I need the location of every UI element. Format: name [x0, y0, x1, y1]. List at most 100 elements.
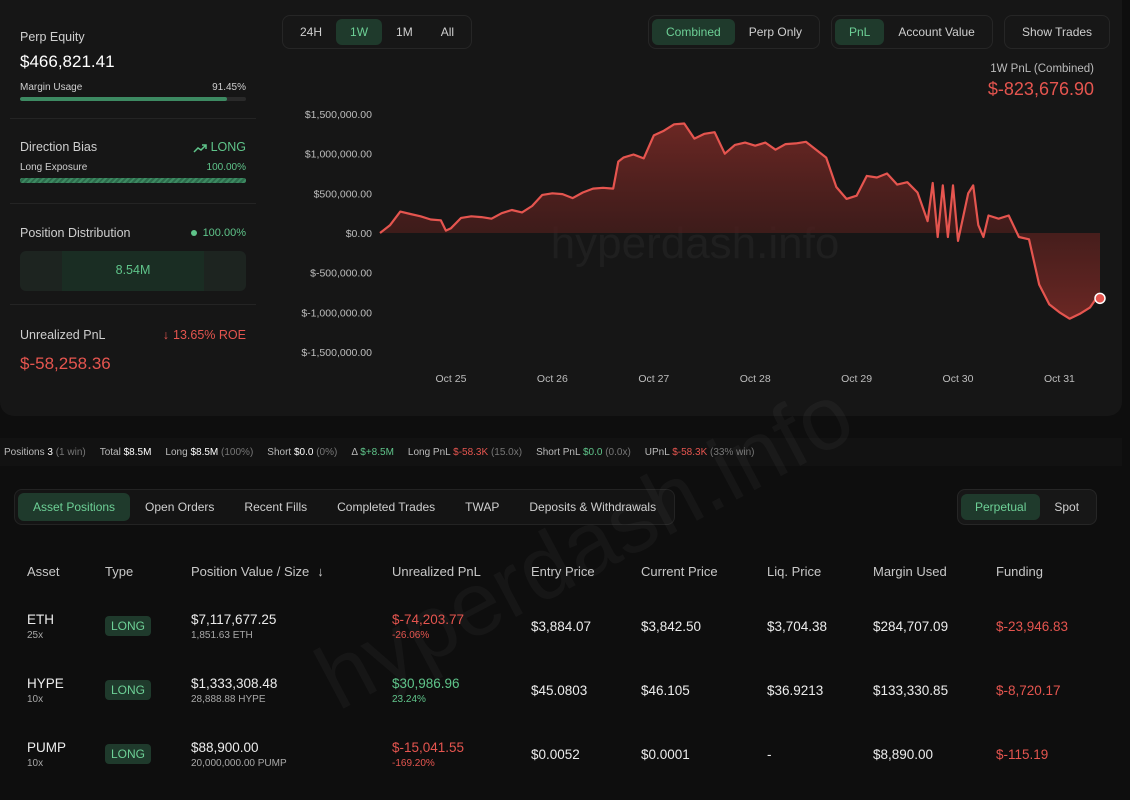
- position-type-badge: LONG: [105, 616, 152, 636]
- direction-bias-value: LONG: [210, 140, 246, 154]
- timeframe-button-all[interactable]: All: [440, 25, 455, 39]
- unrealized-pnl-pct: -169.20%: [392, 757, 435, 769]
- current-price: $46.105: [641, 682, 690, 698]
- margin-usage-value: 91.45%: [212, 82, 246, 93]
- show-trades-button[interactable]: Show Trades: [1022, 25, 1093, 39]
- pnl-chart[interactable]: hyperdash.info $1,500,000.00$1,000,000.0…: [290, 100, 1110, 390]
- column-header-margin-used[interactable]: Margin Used: [860, 548, 983, 594]
- tab-twap[interactable]: TWAP: [465, 500, 500, 514]
- tab-recent-fills[interactable]: Recent Fills: [244, 500, 308, 514]
- summary-shortpnl-sub: (0.0x): [605, 446, 631, 458]
- cell-upnl: $30,986.96 23.24%: [379, 658, 518, 722]
- cell-funding: $-23,946.83: [983, 594, 1114, 658]
- position-distribution-block: Position Distribution 100.00% 8.54M: [20, 226, 246, 291]
- timeframe-button-24h[interactable]: 24H: [300, 25, 323, 39]
- tab-completed-trades[interactable]: Completed Trades: [337, 500, 436, 514]
- x-tick-label: Oct 29: [841, 373, 872, 385]
- column-header-label: Entry Price: [531, 563, 595, 579]
- tab-deposits-withdrawals[interactable]: Deposits & Withdrawals: [529, 500, 657, 514]
- unrealized-pnl-value: $-58,258.36: [20, 354, 111, 373]
- cell-upnl: $-15,041.55 -169.20%: [379, 722, 518, 786]
- unrealized-pnl-value: $-74,203.77: [392, 611, 465, 627]
- position-size: 28,888.88 HYPE: [191, 693, 266, 705]
- mode-selector: Combined Perp Only: [648, 15, 821, 49]
- perp-equity-value: $466,821.41: [20, 52, 115, 71]
- y-tick-label: $1,500,000.00: [305, 109, 372, 121]
- metric-button-account-value[interactable]: Account Value: [898, 25, 975, 39]
- y-tick-label: $-1,500,000.00: [301, 347, 372, 359]
- asset-leverage: 10x: [27, 693, 44, 705]
- summary-longpnl-value: $-58.3K: [453, 446, 489, 458]
- cell-type: LONG: [92, 722, 178, 786]
- position-value: $88,900.00: [191, 739, 259, 755]
- cell-asset: PUMP 10x: [14, 722, 92, 786]
- position-distribution-bar[interactable]: 8.54M: [20, 251, 246, 291]
- column-header-current-price[interactable]: Current Price: [628, 548, 754, 594]
- mode-button-perp-only[interactable]: Perp Only: [748, 25, 803, 39]
- positions-tabs: Asset Positions Open Orders Recent Fills Co…: [14, 489, 676, 525]
- column-header-label: Type: [105, 563, 134, 579]
- cell-margin: $284,707.09: [860, 594, 983, 658]
- tab-open-orders[interactable]: Open Orders: [145, 500, 215, 514]
- cell-asset: ETH 25x: [14, 594, 92, 658]
- column-header-position-value-size[interactable]: Position Value / Size ↓: [178, 548, 379, 594]
- funding-value: $-8,720.17: [996, 682, 1061, 698]
- show-trades-group: Show Trades: [1004, 15, 1111, 49]
- timeframe-button-1w[interactable]: 1W: [336, 19, 383, 45]
- table-row[interactable]: PUMP 10x LONG $88,900.00 20,000,000.00 PUMP $…: [14, 722, 1114, 786]
- summary-short-sub: (0%): [316, 446, 338, 458]
- x-tick-label: Oct 30: [943, 373, 974, 385]
- margin-used: $8,890.00: [873, 746, 934, 762]
- position-type-badge: LONG: [105, 744, 152, 764]
- column-header-type[interactable]: Type: [92, 548, 178, 594]
- cell-position: $1,333,308.48 28,888.88 HYPE: [178, 658, 379, 722]
- direction-bias-label: Direction Bias: [20, 140, 98, 154]
- column-header-funding[interactable]: Funding: [983, 548, 1114, 594]
- market-tab-spot[interactable]: Spot: [1054, 500, 1080, 514]
- summary-shortpnl-value: $0.0: [582, 446, 603, 458]
- summary-longpnl-label: Long PnL: [407, 446, 451, 458]
- cell-margin: $133,330.85: [860, 658, 983, 722]
- x-tick-label: Oct 28: [740, 373, 771, 385]
- trend-up-icon: [193, 143, 207, 153]
- mode-button-combined[interactable]: Combined: [652, 19, 735, 45]
- unrealized-pnl-block: Unrealized PnL ↓ 13.65% ROE $-58,258.36: [20, 328, 246, 374]
- cell-position: $88,900.00 20,000,000.00 PUMP: [178, 722, 379, 786]
- asset-name: ETH: [27, 611, 54, 627]
- column-header-entry-price[interactable]: Entry Price: [518, 548, 628, 594]
- y-tick-label: $-1,000,000.00: [301, 307, 372, 319]
- x-tick-label: Oct 31: [1044, 373, 1075, 385]
- column-header-label: Margin Used: [873, 563, 947, 579]
- summary-delta-value: $+8.5M: [360, 446, 394, 458]
- table-row[interactable]: HYPE 10x LONG $1,333,308.48 28,888.88 HYPE $3…: [14, 658, 1114, 722]
- cell-funding: $-8,720.17: [983, 658, 1114, 722]
- summary-delta-label: Δ: [351, 446, 358, 458]
- positions-table: Asset Type Position Value / Size ↓ Unrealize…: [14, 548, 1114, 786]
- table-row[interactable]: ETH 25x LONG $7,117,677.25 1,851.63 ETH $-74,…: [14, 594, 1114, 658]
- current-price: $3,842.50: [641, 618, 702, 634]
- position-distribution-amount: 8.54M: [115, 263, 151, 277]
- cell-entry: $0.0052: [518, 722, 628, 786]
- arrow-down-icon: ↓: [317, 563, 324, 579]
- column-header-label: Position Value / Size: [191, 563, 310, 579]
- asset-name: HYPE: [27, 675, 64, 691]
- divider: [10, 203, 256, 204]
- position-distribution-label: Position Distribution: [20, 226, 131, 240]
- cell-type: LONG: [92, 594, 178, 658]
- column-header-unrealized-pnl[interactable]: Unrealized PnL: [379, 548, 518, 594]
- column-header-asset[interactable]: Asset: [14, 548, 92, 594]
- x-tick-label: Oct 26: [537, 373, 568, 385]
- summary-long-label: Long: [165, 446, 188, 458]
- market-tabs: Perpetual Spot: [957, 489, 1098, 525]
- column-header-liq-price[interactable]: Liq. Price: [754, 548, 860, 594]
- market-tab-perpetual[interactable]: Perpetual: [961, 494, 1041, 520]
- column-header-label: Asset: [27, 563, 60, 579]
- tab-asset-positions[interactable]: Asset Positions: [18, 493, 131, 521]
- metric-button-pnl[interactable]: PnL: [835, 19, 885, 45]
- summary-shortpnl-label: Short PnL: [536, 446, 581, 458]
- divider: [10, 304, 256, 305]
- long-exposure-bar-fill: [20, 178, 246, 183]
- timeframe-button-1m[interactable]: 1M: [396, 25, 413, 39]
- dot-icon: [190, 230, 197, 237]
- pnl-header: 1W PnL (Combined) $-823,676.90: [988, 63, 1094, 100]
